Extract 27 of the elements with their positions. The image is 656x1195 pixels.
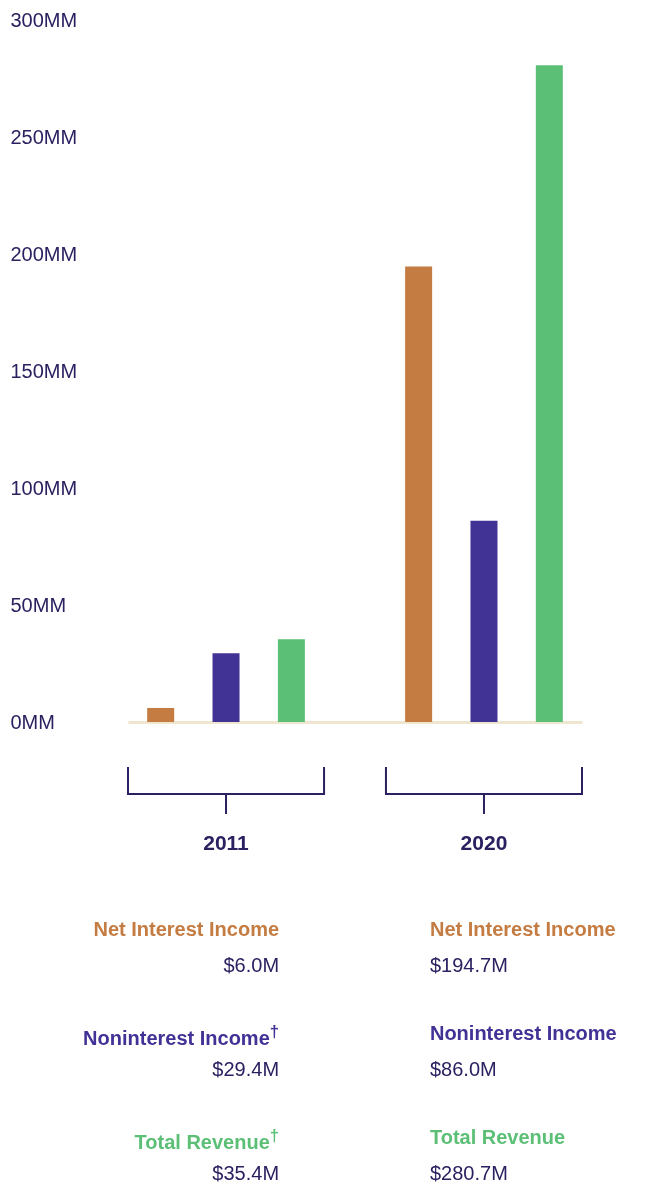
bar bbox=[277, 639, 305, 722]
y-tick-label: 300MM bbox=[10, 8, 78, 31]
y-tick-label: 0MM bbox=[10, 710, 55, 733]
y-tick-label: 100MM bbox=[10, 476, 78, 499]
y-tick-label: 200MM bbox=[10, 242, 78, 265]
bar bbox=[405, 266, 433, 722]
text: $29.4M bbox=[212, 1058, 280, 1081]
text: $194.7M bbox=[429, 954, 508, 977]
text: Net Interest Income bbox=[93, 918, 280, 941]
text: $35.4M bbox=[212, 1162, 280, 1185]
x-tick-label: 2011 bbox=[203, 830, 250, 854]
text: $280.7M bbox=[429, 1162, 508, 1185]
y-tick-label: 150MM bbox=[10, 359, 78, 382]
bar bbox=[147, 707, 175, 722]
y-tick-label: 50MM bbox=[10, 593, 67, 616]
y-tick-label: 250MM bbox=[10, 125, 78, 148]
text: $6.0M bbox=[223, 954, 280, 977]
text: Noninterest Income$^{†}$ bbox=[83, 1022, 280, 1050]
bar bbox=[212, 653, 240, 722]
text: Total Revenue$^{†}$ bbox=[134, 1126, 280, 1154]
bar bbox=[535, 65, 563, 722]
bar bbox=[470, 520, 498, 722]
text: Total Revenue bbox=[429, 1126, 566, 1149]
text: Noninterest Income bbox=[429, 1022, 617, 1045]
text: $86.0M bbox=[429, 1058, 497, 1081]
text: Net Interest Income bbox=[429, 918, 616, 941]
x-tick-label: 2020 bbox=[460, 830, 508, 854]
